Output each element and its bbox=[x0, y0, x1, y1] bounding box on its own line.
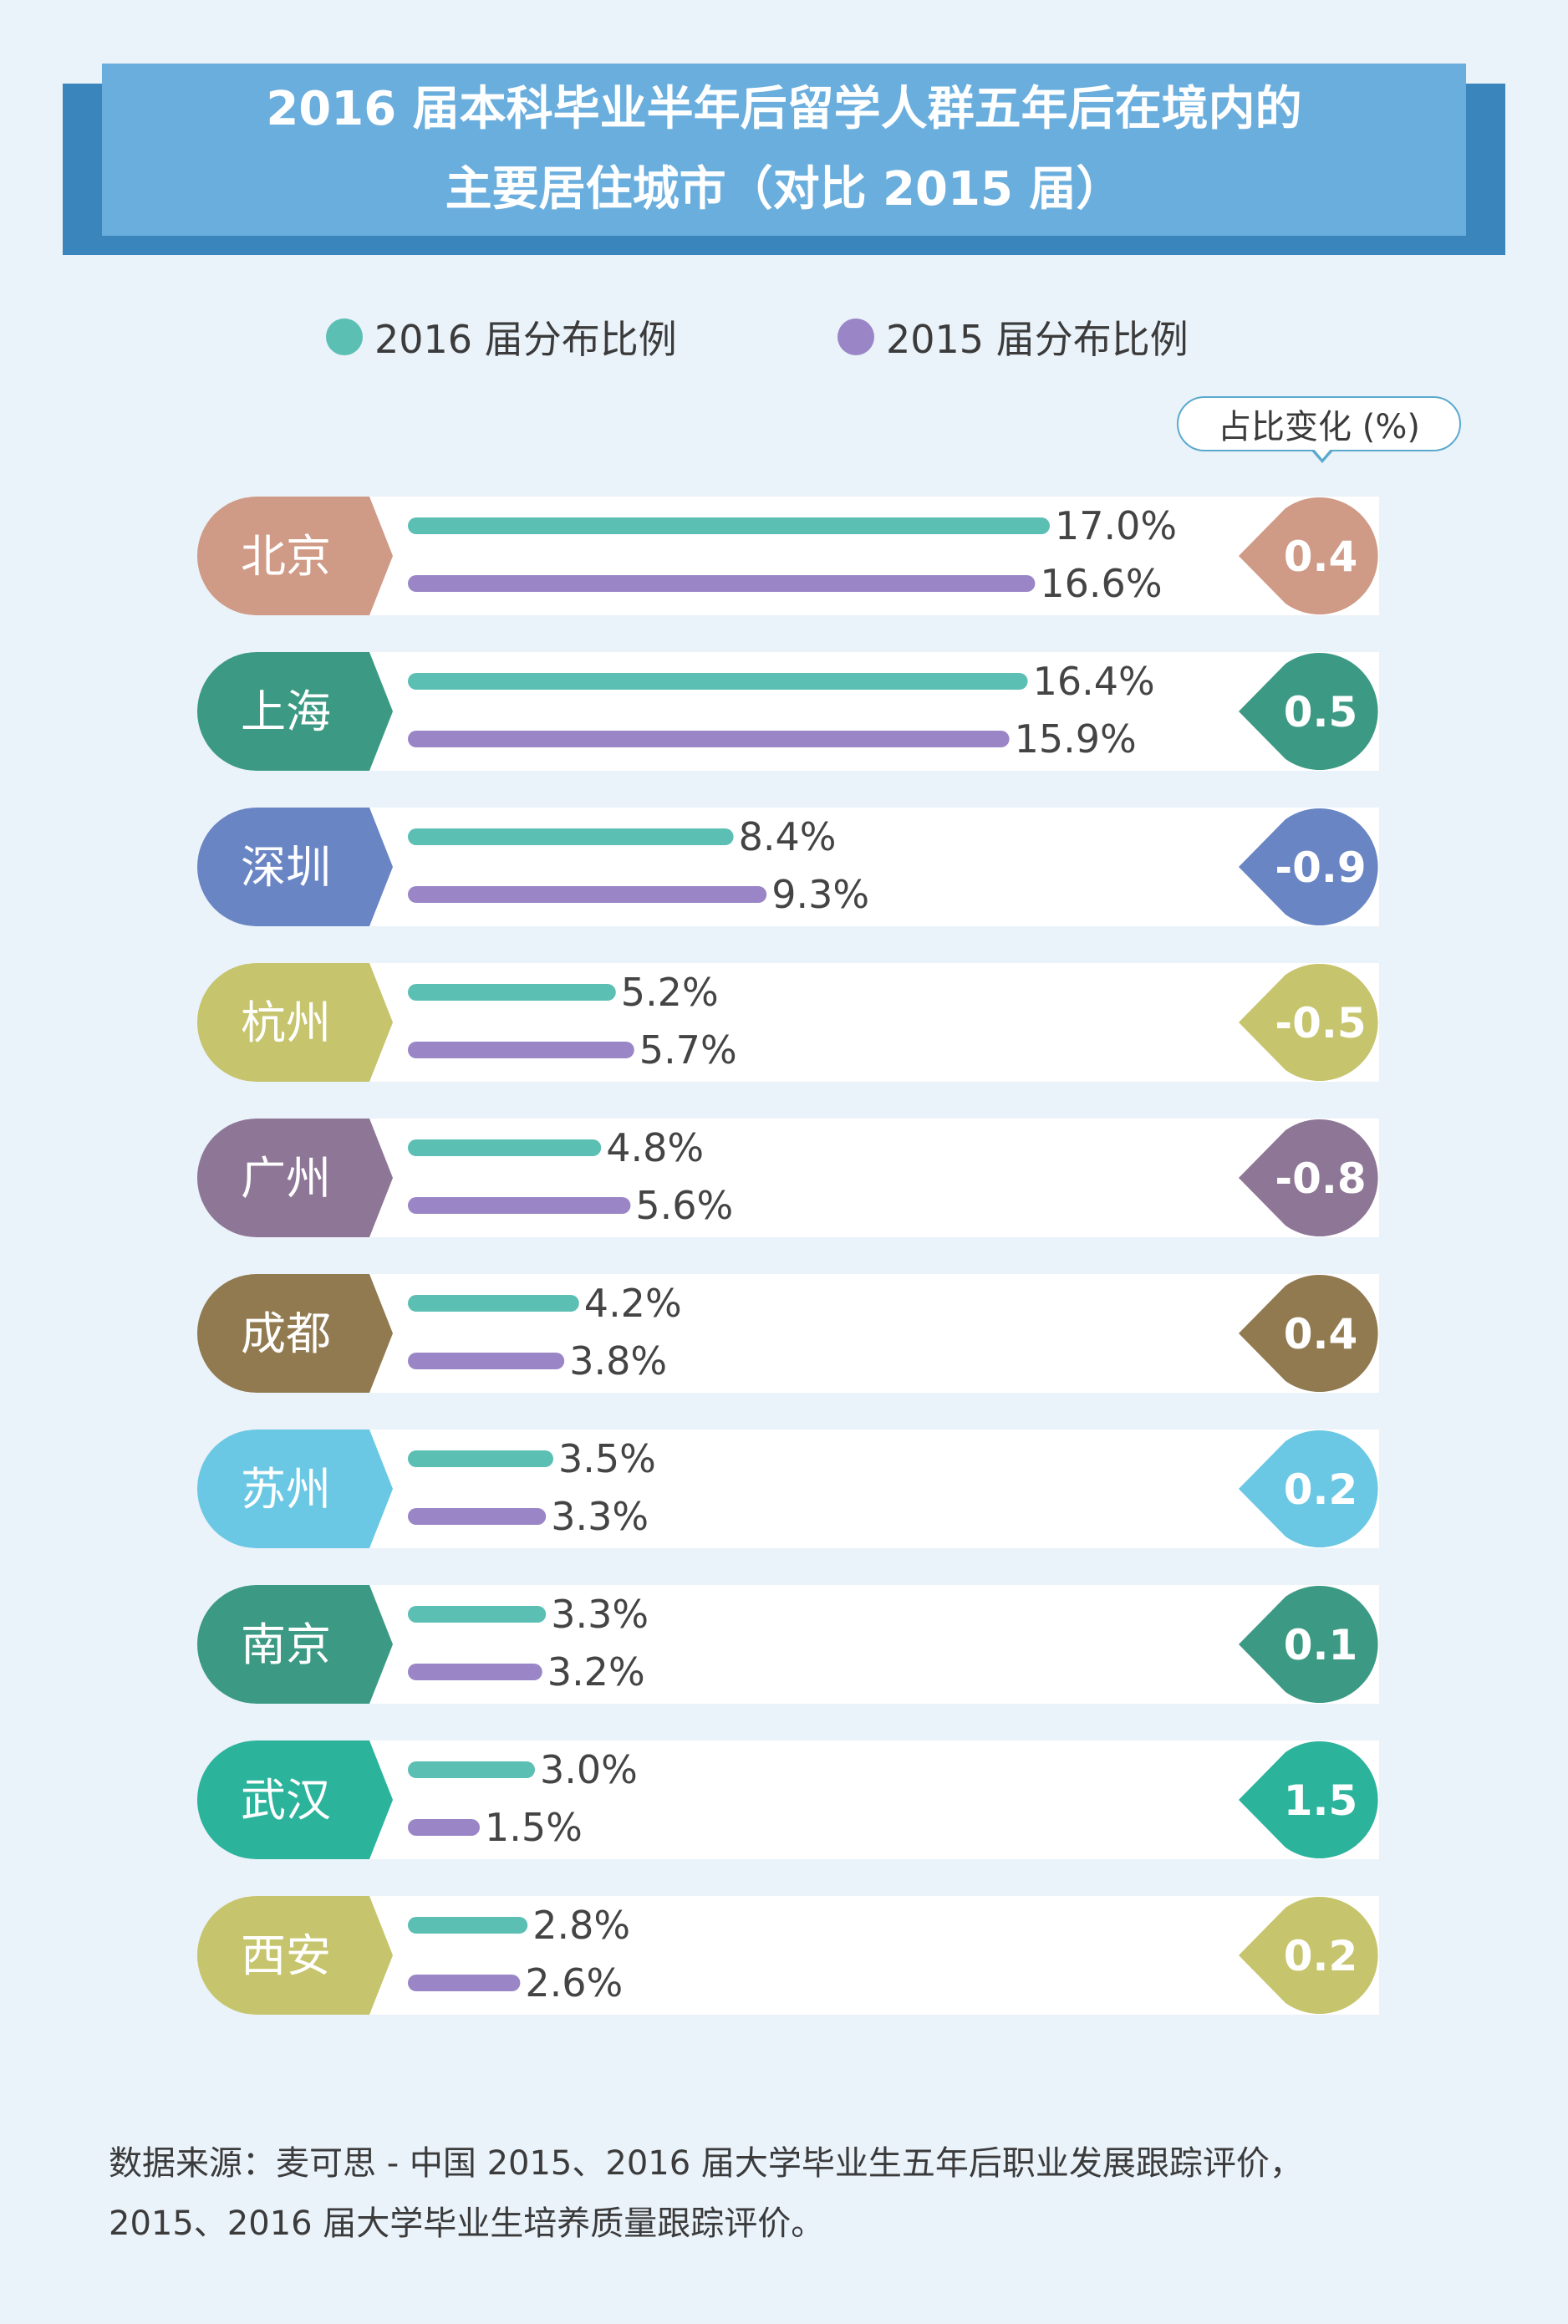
city-row: 武汉 3.0% 1.5% 1.5 bbox=[197, 1740, 1379, 1859]
city-label-tag bbox=[197, 1585, 393, 1704]
change-badge bbox=[1239, 1119, 1378, 1236]
change-badge bbox=[1239, 808, 1378, 925]
city-label: 西安 bbox=[241, 1929, 331, 1982]
change-column-label: 占比变化 (%) bbox=[1177, 396, 1461, 451]
city-label: 南京 bbox=[241, 1618, 331, 1671]
value-label-2016: 2.8% bbox=[532, 1903, 630, 1948]
city-label: 杭州 bbox=[241, 996, 331, 1049]
change-badge bbox=[1239, 653, 1378, 770]
city-label: 上海 bbox=[241, 685, 331, 738]
city-label: 苏州 bbox=[241, 1463, 331, 1516]
value-label-2015: 1.5% bbox=[485, 1805, 583, 1850]
change-value: 0.2 bbox=[1284, 1932, 1358, 1980]
row-background bbox=[247, 497, 1379, 615]
legend: 2016 届分布比例 2015 届分布比例 bbox=[0, 309, 1568, 362]
value-label-2015: 9.3% bbox=[771, 872, 869, 917]
value-label-2016: 3.0% bbox=[540, 1747, 638, 1792]
change-label-pointer-inner bbox=[1313, 448, 1331, 459]
city-label-tag bbox=[197, 1430, 393, 1548]
title-line-1: 2016 届本科毕业半年后留学人群五年后在境内的 bbox=[266, 82, 1302, 136]
value-label-2015: 16.6% bbox=[1040, 561, 1162, 606]
city-label-tag bbox=[197, 1896, 393, 2015]
change-badge bbox=[1239, 497, 1378, 614]
legend-dot-2015-icon bbox=[837, 319, 874, 355]
change-badge bbox=[1239, 1897, 1378, 2014]
city-label-tag bbox=[197, 808, 393, 926]
city-row: 北京 17.0% 16.6% 0.4 bbox=[197, 497, 1379, 615]
change-badge bbox=[1239, 1586, 1378, 1703]
city-label-tag bbox=[197, 1740, 393, 1859]
row-background bbox=[247, 1430, 1379, 1548]
value-label-2015: 3.8% bbox=[569, 1338, 667, 1384]
city-row: 西安 2.8% 2.6% 0.2 bbox=[197, 1896, 1379, 2015]
city-label-tag bbox=[197, 963, 393, 1082]
change-value: -0.8 bbox=[1275, 1154, 1366, 1203]
value-label-2015: 5.6% bbox=[635, 1183, 733, 1228]
legend-item-2016: 2016 届分布比例 bbox=[326, 309, 677, 364]
city-label-tag bbox=[197, 1119, 393, 1237]
title-line-2: 主要居住城市（对比 2015 届） bbox=[445, 162, 1123, 217]
value-label-2015: 3.2% bbox=[547, 1649, 645, 1695]
change-badge bbox=[1239, 1741, 1378, 1859]
value-label-2016: 17.0% bbox=[1055, 503, 1177, 548]
source-note: 数据来源：麦可思 - 中国 2015、2016 届大学毕业生五年后职业发展跟踪评… bbox=[109, 2133, 1488, 2254]
city-row: 成都 4.2% 3.8% 0.4 bbox=[197, 1274, 1379, 1393]
city-label: 北京 bbox=[241, 530, 331, 583]
chart-title: 2016 届本科毕业半年后留学人群五年后在境内的 主要居住城市（对比 2015 … bbox=[102, 64, 1466, 236]
city-label: 武汉 bbox=[241, 1774, 331, 1827]
row-background bbox=[247, 1740, 1379, 1859]
city-row: 杭州 5.2% 5.7% -0.5 bbox=[197, 963, 1379, 1082]
value-label-2015: 5.7% bbox=[639, 1027, 737, 1073]
city-row: 广州 4.8% 5.6% -0.8 bbox=[197, 1119, 1379, 1237]
legend-dot-2016-icon bbox=[326, 319, 363, 355]
city-label: 广州 bbox=[241, 1152, 331, 1205]
city-label-tag bbox=[197, 1274, 393, 1393]
value-label-2015: 2.6% bbox=[525, 1960, 623, 2005]
value-label-2015: 15.9% bbox=[1015, 716, 1137, 762]
value-label-2015: 3.3% bbox=[551, 1494, 649, 1539]
change-value: 0.4 bbox=[1284, 1310, 1358, 1358]
change-badge bbox=[1239, 1274, 1378, 1392]
change-value: 0.5 bbox=[1284, 688, 1358, 736]
change-value: 0.1 bbox=[1284, 1621, 1358, 1669]
change-value: -0.9 bbox=[1275, 843, 1366, 892]
value-label-2016: 4.2% bbox=[584, 1281, 682, 1326]
value-label-2016: 3.3% bbox=[551, 1592, 649, 1637]
row-background bbox=[247, 1585, 1379, 1704]
legend-label-2016: 2016 届分布比例 bbox=[374, 317, 677, 362]
city-label: 深圳 bbox=[241, 841, 331, 894]
value-label-2016: 8.4% bbox=[739, 814, 837, 859]
city-row: 南京 3.3% 3.2% 0.1 bbox=[197, 1585, 1379, 1704]
source-line-1: 数据来源：麦可思 - 中国 2015、2016 届大学毕业生五年后职业发展跟踪评… bbox=[109, 2144, 1303, 2183]
change-badge bbox=[1239, 963, 1378, 1081]
city-label-tag bbox=[197, 497, 393, 615]
city-row: 深圳 8.4% 9.3% -0.9 bbox=[197, 808, 1379, 926]
city-label-tag bbox=[197, 652, 393, 771]
row-background bbox=[247, 963, 1379, 1082]
legend-label-2015: 2015 届分布比例 bbox=[886, 317, 1189, 362]
row-background bbox=[247, 1119, 1379, 1237]
bar-chart: 北京 17.0% 16.6% 0.4 上海 16.4% 15.9% 0.5 深圳 8.4% 9.3%… bbox=[197, 497, 1379, 2015]
city-row: 上海 16.4% 15.9% 0.5 bbox=[197, 652, 1379, 771]
value-label-2016: 16.4% bbox=[1033, 659, 1155, 704]
source-line-2: 2015、2016 届大学毕业生培养质量跟踪评价。 bbox=[109, 2204, 825, 2243]
change-value: 1.5 bbox=[1284, 1776, 1358, 1825]
row-background bbox=[247, 808, 1379, 926]
city-row: 苏州 3.5% 3.3% 0.2 bbox=[197, 1430, 1379, 1548]
row-background bbox=[247, 652, 1379, 771]
row-background bbox=[247, 1274, 1379, 1393]
value-label-2016: 3.5% bbox=[558, 1436, 656, 1481]
value-label-2016: 4.8% bbox=[606, 1125, 704, 1170]
city-label: 成都 bbox=[241, 1307, 331, 1360]
value-label-2016: 5.2% bbox=[621, 970, 719, 1015]
legend-item-2015: 2015 届分布比例 bbox=[837, 309, 1189, 364]
change-value: 0.2 bbox=[1284, 1465, 1358, 1514]
change-value: 0.4 bbox=[1284, 533, 1358, 581]
row-background bbox=[247, 1896, 1379, 2015]
change-value: -0.5 bbox=[1275, 999, 1366, 1047]
change-badge bbox=[1239, 1430, 1378, 1547]
